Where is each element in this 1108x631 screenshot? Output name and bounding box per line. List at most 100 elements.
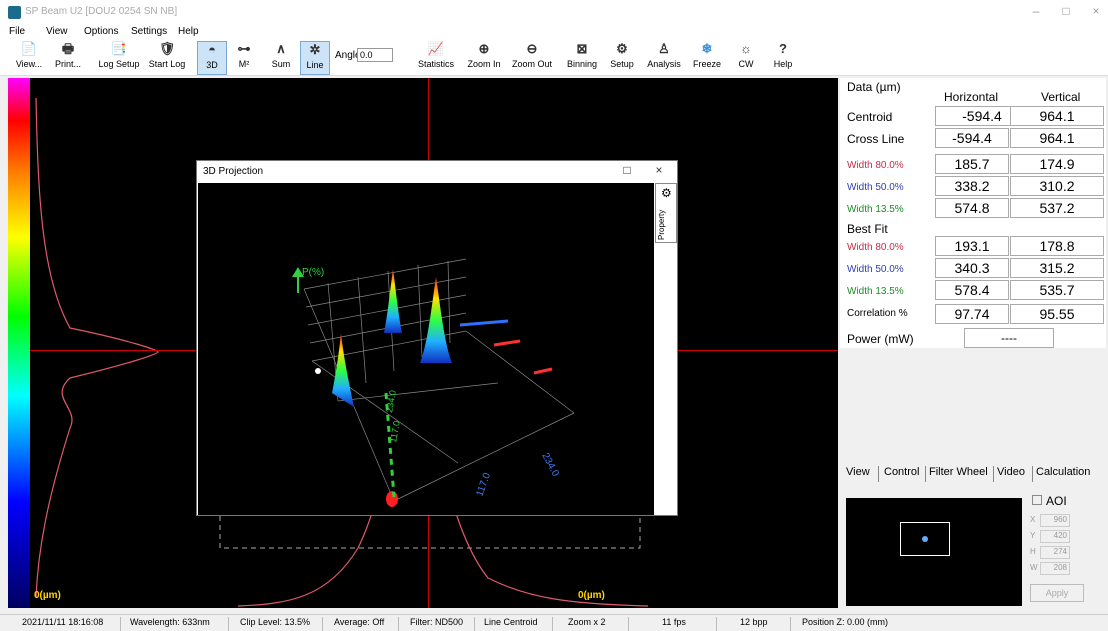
tab-video[interactable]: Video <box>997 466 1025 478</box>
angle-input[interactable] <box>357 48 393 62</box>
freeze-button[interactable]: ❄ Freeze <box>690 41 724 75</box>
zoom-out-button[interactable]: ⊖ Zoom Out <box>511 41 552 69</box>
print-button[interactable]: 🖶 Print... <box>50 41 86 75</box>
tab-calculation[interactable]: Calculation <box>1036 466 1091 478</box>
tab-view[interactable]: View <box>846 466 870 478</box>
freeze-icon: ❄ <box>701 41 713 56</box>
close-button[interactable]: × <box>1092 4 1100 18</box>
crossline-vertical: 964.1 <box>1010 128 1104 148</box>
status-datetime: 2021/11/11 18:16:08 <box>22 617 104 627</box>
projection-close-button[interactable]: × <box>655 163 663 177</box>
fit-width135-horizontal: 578.4 <box>935 280 1009 300</box>
cw-button[interactable]: ☼ CW <box>732 41 760 75</box>
width80-vertical: 174.9 <box>1010 154 1104 174</box>
apply-button[interactable]: Apply <box>1030 584 1084 602</box>
m2-button[interactable]: ⊶ M² <box>232 41 256 75</box>
beam-peaks <box>332 269 452 407</box>
y-axis-unit-label: 0(µm) <box>34 590 61 601</box>
aoi-y-field[interactable]: Y 420 <box>1030 530 1080 544</box>
status-bar: 2021/11/11 18:16:08 Wavelength: 633nm Cl… <box>0 614 1108 631</box>
toolbar: 📄 View... 🖶 Print... 📑 Log Setup 🛡 Start Log… <box>0 40 1108 76</box>
menu-help[interactable]: Help <box>178 26 199 37</box>
row-label: Cross Line <box>847 132 905 146</box>
help-button[interactable]: ? Help <box>770 41 796 75</box>
row-label: Width 13.5% <box>847 286 904 297</box>
menu-settings[interactable]: Settings <box>131 26 168 37</box>
aoi-checkbox[interactable] <box>1032 495 1042 505</box>
3d-plot: P(%) 117.0 234.0 117.0 234.0 <box>292 258 575 507</box>
property-button[interactable]: ⚙ Property <box>655 183 677 243</box>
axis-y-label: P(%) <box>302 267 324 278</box>
axis-tick-1: 117.0 <box>474 471 493 498</box>
column-horizontal: Horizontal <box>944 90 999 104</box>
status-mode: Line Centroid <box>484 617 538 627</box>
power-label: Power (mW) <box>847 332 914 346</box>
aoi-w-field[interactable]: W 208 <box>1030 562 1080 576</box>
maximize-button[interactable]: □ <box>1062 4 1070 18</box>
statistics-icon: 📈 <box>427 41 445 56</box>
binning-button[interactable]: ⊠ Binning <box>564 41 600 75</box>
3d-icon: ◓ <box>208 42 216 57</box>
3d-projection-canvas[interactable]: P(%) 117.0 234.0 117.0 234.0 <box>198 183 654 515</box>
data-panel: Data (µm) Horizontal Vertical Centroid -… <box>840 78 1106 348</box>
setup-button[interactable]: ⚙ Setup <box>607 41 637 75</box>
projection-maximize-button[interactable]: □ <box>623 163 631 177</box>
status-fps: 11 fps <box>662 617 686 627</box>
centroid-horizontal: -594.4 <box>935 106 1029 126</box>
row-label: Width 80.0% <box>847 160 904 171</box>
property-label: Property <box>657 209 666 240</box>
projection-title: 3D Projection <box>203 166 264 177</box>
menu-bar: File View Options Settings Help <box>0 24 1108 40</box>
tab-control[interactable]: Control <box>884 466 920 478</box>
axis-tick-4: 234.0 <box>384 389 398 413</box>
row-label: Centroid <box>847 110 893 124</box>
statistics-button[interactable]: 📈 Statistics <box>417 41 454 69</box>
aoi-x-field[interactable]: X 960 <box>1030 514 1080 528</box>
log-setup-icon: 📑 <box>110 41 128 56</box>
data-header: Data (µm) <box>847 80 901 94</box>
binning-icon: ⊠ <box>576 41 588 56</box>
column-vertical: Vertical <box>1041 90 1081 104</box>
3d-button[interactable]: ◓ 3D <box>197 41 227 75</box>
window-title: SP Beam U2 [DOU2 0254 SN NB] <box>25 6 178 17</box>
aoi-preview[interactable] <box>846 498 1022 606</box>
help-icon: ? <box>779 41 787 56</box>
angle-control: Angle <box>335 48 393 62</box>
correlation-horizontal: 97.74 <box>935 304 1009 324</box>
tab-filter-wheel[interactable]: Filter Wheel <box>929 466 988 478</box>
status-position: Position Z: 0.00 (mm) <box>802 617 889 627</box>
status-wavelength: Wavelength: 633nm <box>130 617 210 627</box>
best-fit-label: Best Fit <box>847 222 888 236</box>
line-button[interactable]: ✲ Line <box>300 41 330 75</box>
gear-icon: ⚙ <box>661 186 672 200</box>
status-clip-level: Clip Level: 13.5% <box>240 617 311 627</box>
zoom-in-button[interactable]: ⊕ Zoom In <box>464 41 504 75</box>
analysis-icon: ♙ <box>658 41 670 56</box>
fit-width80-horizontal: 193.1 <box>935 236 1009 256</box>
3d-projection-window: 3D Projection □ × <box>196 160 678 516</box>
beam-dot <box>922 536 928 542</box>
cw-icon: ☼ <box>740 41 752 56</box>
power-value: ---- <box>964 328 1054 348</box>
aoi-box[interactable] <box>900 522 950 556</box>
fit-width135-vertical: 535.7 <box>1010 280 1104 300</box>
row-label: Width 13.5% <box>847 204 904 215</box>
menu-file[interactable]: File <box>9 26 26 37</box>
zoom-in-icon: ⊕ <box>478 41 490 56</box>
aoi-label: AOI <box>1046 494 1067 508</box>
x-axis-unit-label: 0(µm) <box>578 590 605 601</box>
log-setup-button[interactable]: 📑 Log Setup <box>96 41 142 75</box>
width50-vertical: 310.2 <box>1010 176 1104 196</box>
start-log-button[interactable]: 🛡 Start Log <box>146 41 188 75</box>
analysis-button[interactable]: ♙ Analysis <box>644 41 684 75</box>
menu-options[interactable]: Options <box>84 26 119 37</box>
setup-icon: ⚙ <box>616 41 628 56</box>
sum-button[interactable]: ∧ Sum <box>268 41 294 75</box>
m2-icon: ⊶ <box>237 41 251 56</box>
aoi-h-field[interactable]: H 274 <box>1030 546 1080 560</box>
menu-view[interactable]: View <box>46 26 68 37</box>
correlation-vertical: 95.55 <box>1010 304 1104 324</box>
view-button[interactable]: 📄 View... <box>15 41 43 69</box>
minimize-button[interactable]: – <box>1032 4 1040 18</box>
